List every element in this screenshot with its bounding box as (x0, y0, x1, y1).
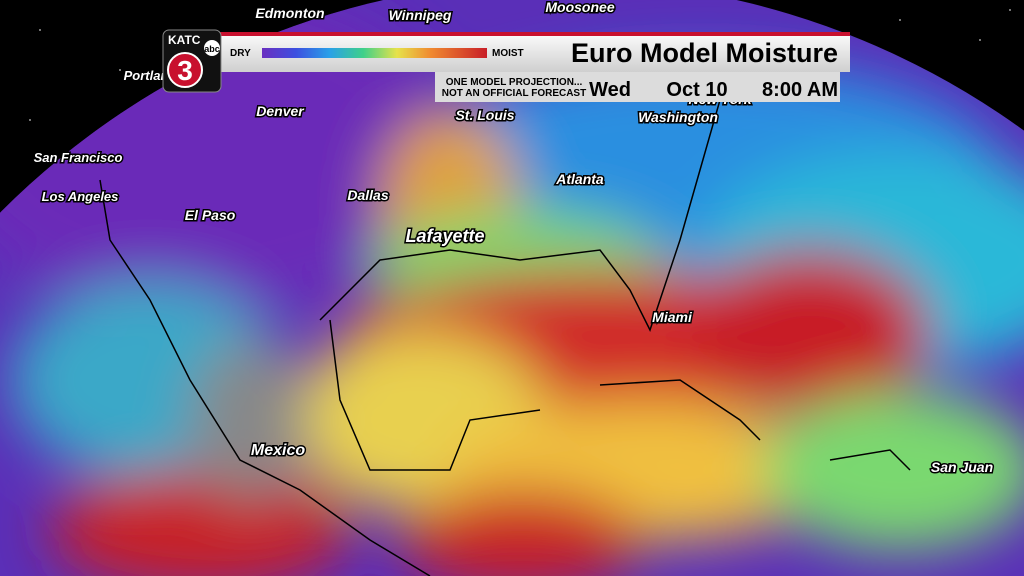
title: Euro Model Moisture (571, 38, 838, 68)
city-labels: Edmonton Winnipeg MoosoneePortlandDenverSa… (32, 0, 995, 477)
city-label: Mexico (251, 442, 305, 459)
city-label: St. Louis (455, 107, 514, 123)
city-label: Edmonton (255, 5, 324, 21)
city-label: San Juan (931, 459, 993, 475)
legend-scale (262, 48, 487, 58)
header-accent (205, 32, 850, 36)
city-label: Los Angeles (42, 189, 119, 204)
call-sign: KATC (168, 33, 201, 47)
city-label: Winnipeg (389, 7, 452, 23)
city-label: San Francisco (34, 150, 123, 165)
channel: 3 (177, 55, 193, 86)
city-label: Dallas (347, 187, 388, 203)
city-label: Washington (638, 109, 718, 125)
legend-high: MOIST (492, 48, 524, 59)
network: abc (204, 44, 220, 54)
city-label: Denver (256, 103, 305, 119)
legend-low: DRY (230, 48, 251, 59)
day: Wed (589, 79, 631, 101)
city-label: Moosonee (545, 0, 614, 15)
station-logo: KATC abc 3 (162, 29, 222, 93)
stars (29, 9, 1011, 121)
city-label: El Paso (185, 207, 236, 223)
date-bar (435, 72, 840, 102)
date: Oct 10 (666, 79, 727, 101)
time: 8:00 AM (762, 79, 838, 101)
city-label: Miami (652, 309, 693, 325)
disclaimer-line: NOT AN OFFICIAL FORECAST (442, 88, 586, 99)
city-label: Atlanta (555, 171, 604, 187)
coastlines (99, 99, 911, 576)
city-label: Lafayette (405, 226, 484, 246)
disclaimer-line: ONE MODEL PROJECTION... (446, 77, 583, 88)
